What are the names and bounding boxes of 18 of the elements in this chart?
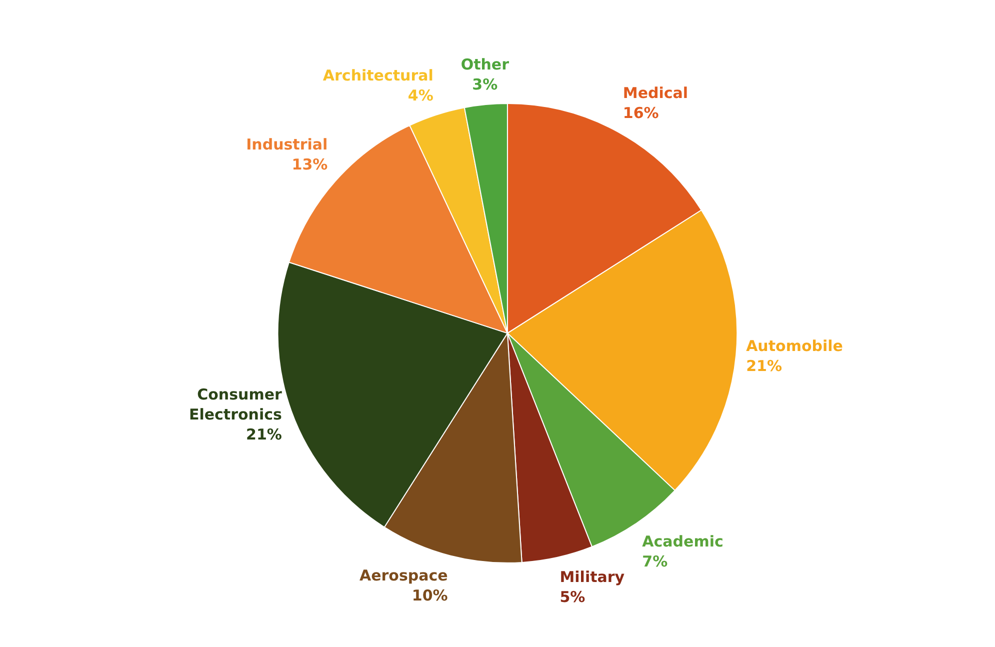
- data-label: 13%: [292, 156, 328, 174]
- data-label: 7%: [642, 552, 668, 570]
- slice-label: Architectural: [322, 66, 434, 84]
- slice-label: Other: [460, 56, 510, 74]
- data-label: 10%: [412, 586, 448, 604]
- slice-label: Academic: [642, 532, 724, 550]
- slice-label: Medical: [622, 84, 688, 102]
- data-label: 5%: [560, 588, 586, 606]
- slice-label: Military: [560, 568, 625, 586]
- data-label: 21%: [246, 425, 282, 444]
- slice-label: Automobile: [746, 336, 843, 355]
- data-label: 16%: [622, 104, 659, 122]
- data-label: 4%: [408, 86, 434, 104]
- data-label: 21%: [746, 356, 782, 375]
- data-label: 3%: [472, 76, 498, 94]
- slice-label: Aerospace: [360, 566, 448, 584]
- slice-label: Industrial: [246, 136, 328, 154]
- slice-label: Consumer Electronics: [188, 385, 283, 424]
